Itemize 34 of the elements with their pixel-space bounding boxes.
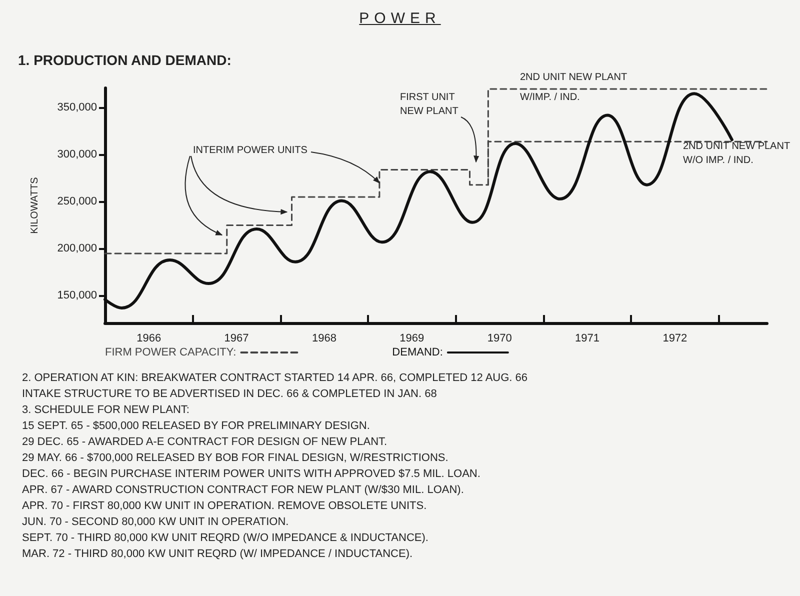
- y-tick-label: 150,000: [57, 290, 97, 302]
- y-tick-label: 200,000: [57, 242, 97, 255]
- annotation: FIRST UNIT NEW PLANT: [400, 91, 458, 119]
- y-tick-label: 350,000: [57, 102, 97, 114]
- x-tick-label: 1967: [224, 332, 249, 344]
- text: 29 DEC. 65 - AWARDED A-E CONTRACT FOR DESIGN OF NEW PLANT.: [22, 435, 388, 450]
- annotation: 2ND UNIT NEW PLANT W/O IMP. / IND.: [683, 140, 790, 168]
- x-tick-label: 1971: [575, 332, 600, 344]
- annotation: INTERIM POWER UNITS: [193, 144, 308, 158]
- text: INTAKE STRUCTURE TO BE ADVERTISED IN DEC. 66 & COMPLETED IN JAN. 68: [22, 387, 438, 402]
- text: 29 MAY. 66 - $700,000 RELEASED BY BOB FOR FINAL DESIGN, W/RESTRICTIONS.: [22, 451, 450, 466]
- text: SEPT. 70 - THIRD 80,000 KW UNIT REQRD (W/O IMPEDANCE & INDUCTANCE).: [22, 531, 430, 546]
- annotation: W/IMP. / IND.: [520, 91, 580, 105]
- text: 3. SCHEDULE FOR NEW PLANT:: [22, 403, 190, 418]
- text: DEMAND:: [392, 346, 443, 358]
- text: DEC. 66 - BEGIN PURCHASE INTERIM POWER UNITS WITH APPROVED $7.5 MIL. LOAN.: [22, 467, 482, 482]
- y-axis-title: KILOWATTS: [30, 176, 40, 234]
- text: MAR. 72 - THIRD 80,000 KW UNIT REQRD (W/ IMPEDANCE / INDUCTANCE).: [22, 547, 414, 562]
- text: 2. OPERATION AT KIN: BREAKWATER CONTRACT STARTED 14 APR. 66, COMPLETED 12 AUG. 66: [22, 371, 528, 386]
- chart-subtitle: 1. PRODUCTION AND DEMAND:: [18, 52, 232, 68]
- text: APR. 70 - FIRST 80,000 KW UNIT IN OPERATION. REMOVE OBSOLETE UNITS.: [22, 499, 428, 514]
- text: FIRM POWER CAPACITY:: [104, 346, 236, 358]
- text: JUN. 70 - SECOND 80,000 KW UNIT IN OPERATION.: [22, 515, 290, 530]
- x-tick-label: 1972: [662, 332, 688, 344]
- y-tick-label: 300,000: [57, 148, 97, 161]
- chart-title: POWER: [358, 10, 442, 27]
- text: APR. 67 - AWARD CONSTRUCTION CONTRACT FOR NEW PLANT (W/$30 MIL. LOAN).: [22, 483, 465, 498]
- x-tick-label: 1969: [400, 332, 424, 344]
- text: 2ND UNIT NEW PLANT: [520, 71, 628, 85]
- x-tick-label: 1968: [312, 332, 336, 344]
- x-tick-label: 1966: [136, 332, 162, 344]
- text: 15 SEPT. 65 - $500,000 RELEASED BY FOR PRELIMINARY DESIGN.: [22, 419, 371, 434]
- x-tick-label: 1970: [487, 332, 512, 344]
- y-tick-label: 250,000: [57, 196, 97, 208]
